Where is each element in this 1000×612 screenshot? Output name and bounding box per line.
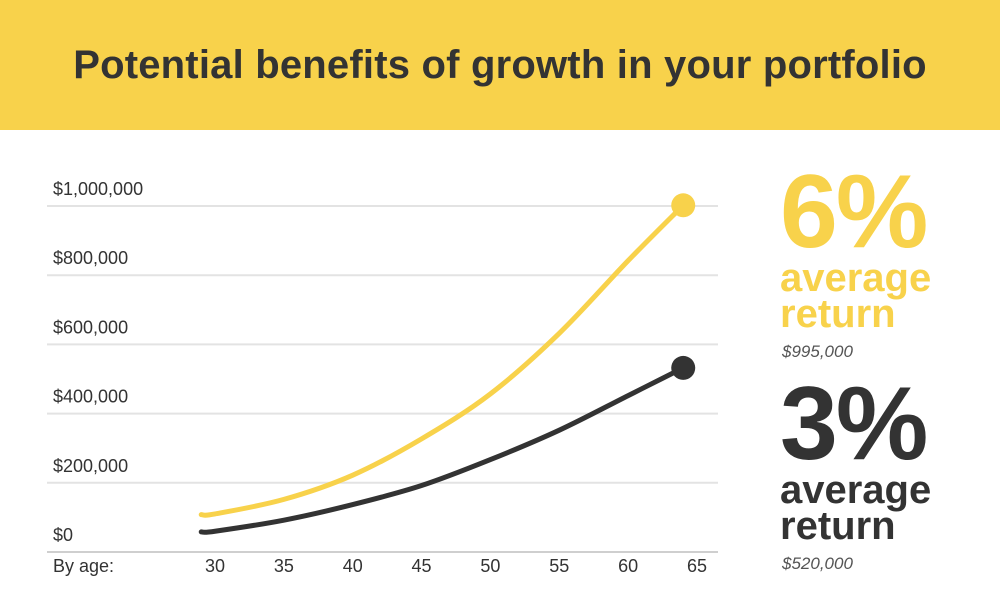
series-line-three-percent [198,365,686,535]
y-tick-label: $1,000,000 [53,179,143,199]
three-percent-label-return: return [780,504,896,548]
y-tick-label: $800,000 [53,248,128,268]
y-tick-label: $0 [53,525,73,545]
x-tick-label: 45 [412,556,432,576]
legend-three-percent: 3% average return $520,000 [780,366,932,574]
endpoint-six-percent [671,193,696,218]
line-chart: $0 $200,000 $400,000 $600,000 $800,000 $1,000… [47,179,718,576]
y-tick-label: $200,000 [53,456,128,476]
x-tick-label: 65 [687,556,707,576]
series-lines [198,193,696,535]
title-banner: Potential benefits of growth in your por… [0,0,1000,130]
three-percent-figure: 3% [780,366,928,482]
six-percent-value: $995,000 [782,342,853,361]
x-tick-label: 35 [274,556,294,576]
x-tick-label: 30 [205,556,225,576]
six-percent-label-average: average [780,256,932,300]
x-tick-label: 60 [618,556,638,576]
y-axis-tick-labels: $0 $200,000 $400,000 $600,000 $800,000 $1,000… [53,179,143,545]
chart-title: Potential benefits of growth in your por… [73,42,927,87]
y-tick-label: $600,000 [53,317,128,337]
x-tick-label: 55 [549,556,569,576]
three-percent-label-average: average [780,468,932,512]
x-axis-tick-labels: By age: 30 35 40 45 50 55 60 65 [53,556,707,576]
x-tick-label: 40 [343,556,363,576]
six-percent-label-return: return [780,292,896,336]
three-percent-value: $520,000 [782,554,853,573]
series-line-six-percent [198,202,686,518]
six-percent-figure: 6% [780,154,928,270]
y-tick-label: $400,000 [53,387,128,407]
x-axis-label: By age: [53,556,114,576]
endpoint-three-percent [671,355,696,380]
x-tick-label: 50 [480,556,500,576]
gridlines [47,205,718,553]
legend-six-percent: 6% average return $995,000 [780,154,932,362]
